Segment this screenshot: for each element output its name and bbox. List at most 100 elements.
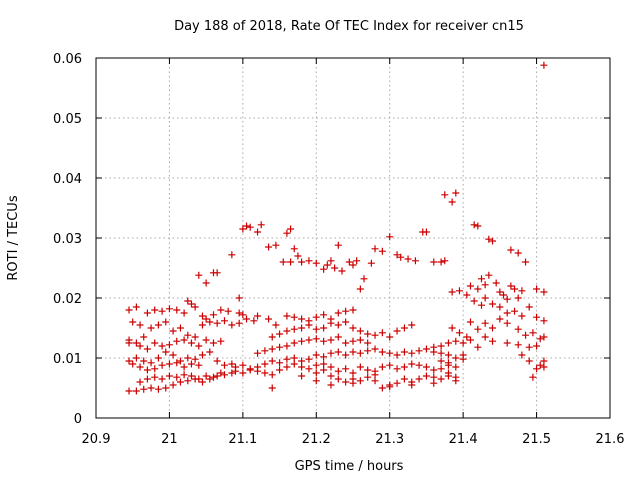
data-point <box>158 361 166 369</box>
data-point <box>287 225 295 233</box>
data-point <box>364 347 372 355</box>
data-point <box>320 324 328 332</box>
data-point <box>356 327 364 335</box>
data-point <box>195 361 203 369</box>
data-point <box>276 366 284 374</box>
data-point <box>254 228 262 236</box>
data-point <box>455 287 463 295</box>
x-axis-label: GPS time / hours <box>295 459 404 474</box>
data-point <box>444 351 452 359</box>
data-point <box>312 313 320 321</box>
data-point <box>320 311 328 319</box>
data-point <box>239 311 247 319</box>
data-point <box>228 321 236 329</box>
data-point <box>202 372 210 380</box>
data-point <box>261 347 269 355</box>
data-point <box>283 327 291 335</box>
data-point <box>518 287 526 295</box>
data-point <box>312 369 320 377</box>
data-point <box>257 221 265 229</box>
data-point <box>162 318 170 326</box>
data-point <box>371 377 379 385</box>
y-axis-ticks: 0 0.01 0.02 0.03 0.04 0.05 0.06 <box>53 52 610 427</box>
data-point <box>470 297 478 305</box>
data-point <box>235 319 243 327</box>
data-point <box>206 318 214 326</box>
data-point <box>511 307 519 315</box>
data-point <box>525 303 533 311</box>
data-point <box>272 321 280 329</box>
data-point <box>430 366 438 374</box>
data-point <box>349 306 357 314</box>
data-point <box>349 324 357 332</box>
data-point <box>481 319 489 327</box>
data-point <box>209 339 217 347</box>
data-point <box>500 291 508 299</box>
data-point <box>334 309 342 317</box>
data-point <box>173 306 181 314</box>
data-point <box>283 229 291 237</box>
data-point <box>180 371 188 379</box>
data-point <box>169 381 177 389</box>
data-point <box>408 349 416 357</box>
data-point <box>353 257 361 265</box>
data-point <box>522 258 530 266</box>
data-point <box>239 225 247 233</box>
data-point <box>533 285 541 293</box>
data-point <box>489 337 497 345</box>
data-point <box>246 365 254 373</box>
data-point <box>459 339 467 347</box>
data-point <box>489 324 497 332</box>
data-point <box>342 307 350 315</box>
data-point <box>386 383 394 391</box>
data-point <box>489 300 497 308</box>
x-tick-label: 21.5 <box>522 432 551 447</box>
data-point <box>452 354 460 362</box>
data-point <box>349 379 357 387</box>
data-point <box>514 249 522 257</box>
data-point <box>334 375 342 383</box>
data-point <box>283 342 291 350</box>
data-point <box>276 330 284 338</box>
data-point <box>165 341 173 349</box>
data-point <box>474 285 482 293</box>
data-point <box>400 363 408 371</box>
data-point <box>147 384 155 392</box>
data-point <box>364 366 372 374</box>
data-point <box>221 371 228 379</box>
data-point <box>268 357 276 365</box>
data-point <box>415 361 423 369</box>
data-point <box>180 309 188 317</box>
data-point <box>525 357 533 365</box>
data-point <box>496 303 504 311</box>
data-point <box>143 375 151 383</box>
data-point <box>184 377 192 385</box>
data-point <box>422 228 430 236</box>
data-point <box>437 258 445 266</box>
data-point <box>195 271 203 279</box>
data-point <box>320 360 328 368</box>
data-point <box>496 315 504 323</box>
data-point <box>154 321 162 329</box>
data-point <box>195 342 203 350</box>
data-point <box>143 309 151 317</box>
data-point <box>279 258 287 266</box>
data-point <box>125 357 133 365</box>
data-point <box>463 333 471 341</box>
data-point <box>463 291 471 299</box>
data-point <box>151 373 159 381</box>
data-point <box>327 363 335 371</box>
data-point <box>474 343 482 351</box>
data-point <box>213 372 221 380</box>
data-point <box>290 325 298 333</box>
data-point <box>180 336 188 344</box>
data-point <box>162 384 170 392</box>
data-point <box>187 339 195 347</box>
data-point <box>290 313 298 321</box>
data-point <box>213 319 221 327</box>
data-point <box>331 264 339 272</box>
data-point <box>320 265 328 273</box>
x-tick-label: 21.2 <box>302 432 331 447</box>
data-point <box>514 325 522 333</box>
data-point <box>320 353 328 361</box>
